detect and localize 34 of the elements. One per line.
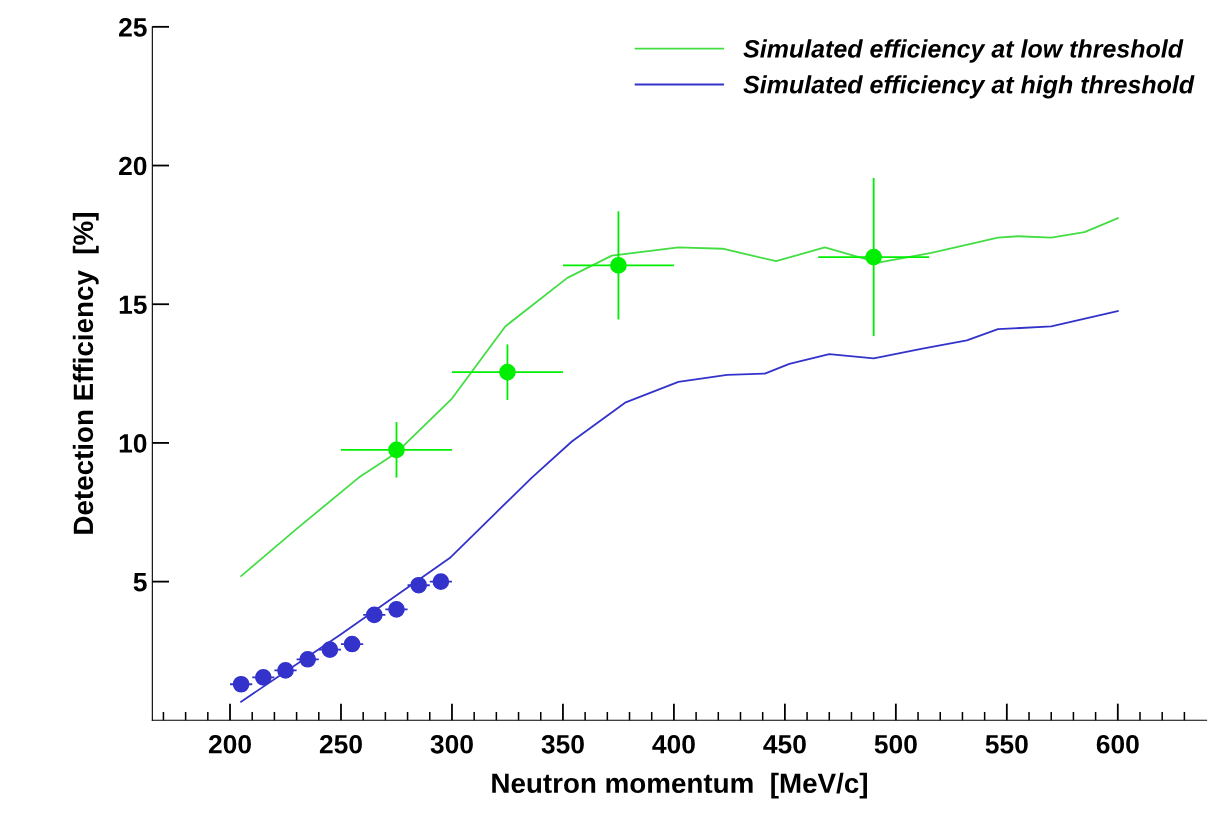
line-series xyxy=(240,310,1119,703)
point xyxy=(343,635,361,653)
point xyxy=(232,675,250,693)
point xyxy=(410,576,428,594)
legend-label: Simulated efficiency at low threshold xyxy=(743,39,1184,63)
x-tick-label: 450 xyxy=(763,734,806,754)
point xyxy=(499,363,516,381)
x-tick-label: 300 xyxy=(430,734,473,754)
x-tick-label: 600 xyxy=(1096,734,1139,754)
x-tick-label: 500 xyxy=(874,734,917,754)
point xyxy=(388,441,405,459)
point xyxy=(321,641,339,658)
x-axis-title: Neutron momentum [MeV/c] xyxy=(492,772,867,799)
point xyxy=(254,668,272,686)
point xyxy=(299,650,317,668)
line-series xyxy=(240,217,1119,577)
x-tick-label: 350 xyxy=(541,734,584,754)
x-tick-label: 200 xyxy=(208,734,251,754)
y-tick-label: 10 xyxy=(119,434,147,453)
y-tick-label: 5 xyxy=(133,573,147,592)
point xyxy=(277,662,294,679)
point xyxy=(865,248,882,266)
legend-label: Simulated efficiency at high threshold xyxy=(743,75,1195,99)
y-tick-label: 15 xyxy=(119,295,147,315)
x-tick-label: 250 xyxy=(319,734,362,754)
y-axis-title: Detection Efficiency [%] xyxy=(72,213,99,534)
point xyxy=(610,257,627,274)
y-tick-label: 25 xyxy=(119,17,147,37)
x-tick-label: 550 xyxy=(985,734,1028,754)
x-tick-label: 400 xyxy=(652,734,695,754)
point xyxy=(388,601,405,618)
y-tick-label: 20 xyxy=(119,156,147,176)
point xyxy=(432,573,450,590)
point xyxy=(365,606,383,624)
